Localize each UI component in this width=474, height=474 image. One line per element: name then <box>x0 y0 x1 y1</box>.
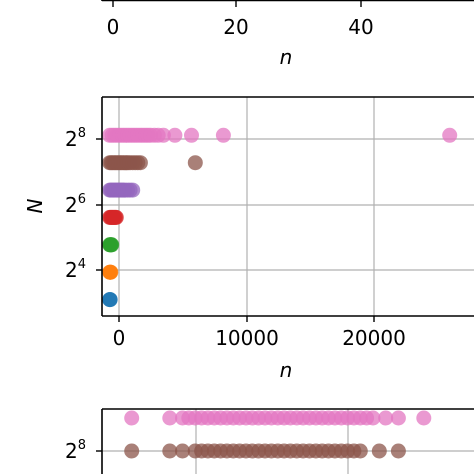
middle-panel-xtick-label: 10000 <box>215 326 279 350</box>
bottom-panel-points <box>124 410 432 459</box>
data-point <box>390 443 406 459</box>
middle-panel-ytick-label: 28 <box>65 126 86 151</box>
data-point <box>162 443 178 459</box>
middle-panel-ylabel: N <box>23 198 47 213</box>
data-point <box>124 443 140 459</box>
data-point <box>215 127 231 143</box>
middle-panel-xlabel: n <box>280 358 293 382</box>
data-point <box>416 410 432 426</box>
middle-panel: 0 10000 20000 n 28 26 24 N <box>23 96 474 382</box>
top-panel-xlabel: n <box>280 45 293 69</box>
data-point <box>124 410 140 426</box>
data-point <box>378 410 394 426</box>
middle-panel-ticks <box>96 138 375 322</box>
top-panel-xtick-label: 40 <box>348 15 373 39</box>
data-point <box>108 209 124 225</box>
middle-panel-ytick-label: 24 <box>65 257 86 282</box>
data-point <box>442 127 458 143</box>
data-point <box>175 443 190 459</box>
data-point <box>104 237 120 253</box>
top-panel: 0 20 40 n <box>101 0 474 69</box>
middle-panel-spines <box>101 96 474 317</box>
data-point <box>155 127 171 143</box>
data-point <box>390 410 406 426</box>
top-panel-xtick-label: 20 <box>223 15 248 39</box>
middle-panel-ytick-label: 26 <box>65 192 86 217</box>
data-point <box>125 182 141 198</box>
bottom-panel-ytick-label: 28 <box>65 438 86 463</box>
data-point <box>167 127 183 143</box>
data-point <box>365 410 381 426</box>
data-point <box>371 443 387 459</box>
bottom-panel: 28 <box>65 408 474 474</box>
data-point <box>132 155 148 171</box>
data-point <box>162 410 178 426</box>
top-panel-xtick-label: 0 <box>107 15 120 39</box>
data-point <box>184 127 199 143</box>
middle-panel-xtick-label: 20000 <box>342 326 406 350</box>
data-point <box>187 155 203 171</box>
data-point <box>102 292 118 308</box>
data-point <box>352 443 368 459</box>
data-point <box>103 264 119 280</box>
middle-panel-points <box>102 127 458 308</box>
middle-panel-xtick-label: 0 <box>113 326 126 350</box>
